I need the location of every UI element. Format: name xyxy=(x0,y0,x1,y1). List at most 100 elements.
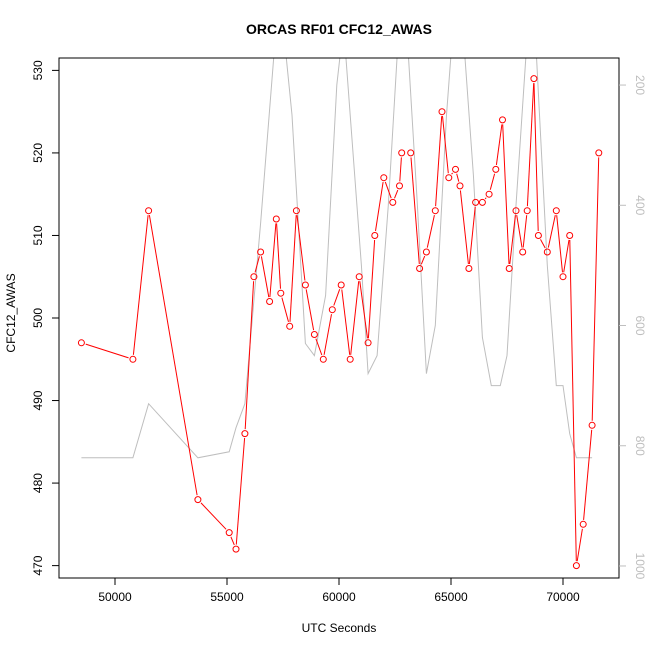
data-point xyxy=(277,289,285,297)
gray-series-line xyxy=(81,58,593,459)
data-point xyxy=(398,149,406,157)
data-point xyxy=(530,75,538,83)
red-series-segment xyxy=(359,281,368,339)
red-series-segment xyxy=(569,239,577,562)
data-point xyxy=(77,339,85,347)
data-point xyxy=(431,207,439,215)
red-series-segment xyxy=(583,429,593,520)
data-point xyxy=(301,281,309,289)
red-series-segment xyxy=(426,214,435,248)
data-point xyxy=(396,182,403,190)
x-tick-label: 50000 xyxy=(98,590,132,604)
red-series-layer xyxy=(77,75,603,570)
y-tick-label: 530 xyxy=(31,60,45,80)
data-point xyxy=(145,207,153,215)
red-series-segment xyxy=(495,124,503,166)
x-tick-label: 55000 xyxy=(210,590,244,604)
right-y-axis: 200 400 600 800 1000 xyxy=(619,75,647,580)
data-point xyxy=(499,116,506,124)
x-tick-label: 60000 xyxy=(322,590,356,604)
x-tick-label: 65000 xyxy=(434,590,468,604)
data-point xyxy=(465,265,473,272)
data-point xyxy=(225,529,233,537)
data-point xyxy=(452,165,459,173)
red-series-segment xyxy=(489,173,496,190)
data-point xyxy=(380,174,388,182)
data-point xyxy=(241,430,249,438)
red-series-segment xyxy=(296,215,306,281)
red-series-segment xyxy=(456,173,460,182)
data-point xyxy=(559,273,567,281)
data-point xyxy=(346,355,354,363)
red-series-segment xyxy=(85,343,129,359)
y-tick-label: 480 xyxy=(31,473,45,493)
data-point xyxy=(257,248,265,256)
red-series-segment xyxy=(323,314,332,355)
red-series-segment xyxy=(394,189,399,199)
red-series-segment xyxy=(591,157,600,421)
data-point xyxy=(422,248,430,256)
red-series-segment xyxy=(420,255,426,265)
right-y-tick-label: 1000 xyxy=(633,553,647,580)
data-point xyxy=(485,190,493,198)
data-point xyxy=(407,149,415,157)
y-axis: 470 480 490 500 510 520 530 xyxy=(31,60,59,576)
red-series-segment xyxy=(350,281,360,355)
red-series-segment xyxy=(276,223,281,289)
data-point xyxy=(389,198,397,206)
red-series-segment xyxy=(260,256,270,298)
red-series-segment xyxy=(502,124,510,265)
data-point xyxy=(337,281,345,289)
data-point xyxy=(505,265,513,272)
x-tick-label: 70000 xyxy=(546,590,580,604)
red-series-segment xyxy=(315,338,323,356)
chart-title: ORCAS RF01 CFC12_AWAS xyxy=(246,21,432,37)
red-series-segment xyxy=(484,197,487,200)
right-y-tick-label: 800 xyxy=(633,436,647,456)
data-point xyxy=(543,248,551,256)
data-point xyxy=(328,306,336,314)
data-point xyxy=(355,273,363,281)
red-series-segment xyxy=(367,239,376,339)
right-y-tick-label: 600 xyxy=(633,315,647,335)
right-y-tick-label: 200 xyxy=(633,75,647,95)
data-point xyxy=(579,520,587,528)
red-series-segment xyxy=(375,182,384,232)
red-series-segment xyxy=(435,116,443,207)
red-series-segment xyxy=(148,215,198,496)
data-point xyxy=(310,331,318,338)
data-point xyxy=(286,322,294,330)
data-point xyxy=(438,108,446,116)
data-point xyxy=(129,355,137,363)
red-series-segment xyxy=(410,157,420,265)
red-series-segment xyxy=(200,502,227,530)
data-point xyxy=(572,562,580,570)
red-series-segment xyxy=(442,116,449,174)
red-series-segment xyxy=(547,214,556,248)
red-series-segment xyxy=(522,215,528,248)
y-axis-label: CFC12_AWAS xyxy=(4,273,18,352)
red-series-segment xyxy=(533,83,539,232)
red-series-segment xyxy=(459,190,469,265)
y-tick-label: 510 xyxy=(31,225,45,245)
data-point xyxy=(456,182,464,190)
red-series-segment xyxy=(305,289,315,331)
red-series-segment xyxy=(132,215,149,355)
red-series-segment xyxy=(399,157,402,182)
data-point xyxy=(534,232,542,239)
data-point xyxy=(519,248,527,256)
red-series-segment xyxy=(540,239,546,249)
y-tick-label: 500 xyxy=(31,308,45,328)
data-point xyxy=(478,198,486,206)
red-series-segment xyxy=(526,83,535,207)
red-series-segment xyxy=(281,297,289,323)
data-point xyxy=(566,232,574,239)
data-point xyxy=(232,545,240,553)
gray-series-layer xyxy=(81,58,593,459)
y-tick-label: 470 xyxy=(31,555,45,575)
red-series-segment xyxy=(563,239,570,273)
red-series-segment xyxy=(235,437,246,545)
red-series-segment xyxy=(254,256,260,273)
plot-frame xyxy=(58,57,620,579)
